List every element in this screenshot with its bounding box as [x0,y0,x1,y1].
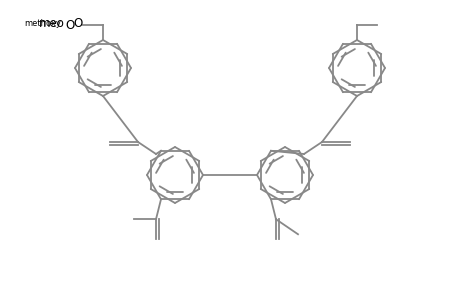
Text: meo: meo [39,16,65,29]
Text: methoxy: methoxy [24,19,61,28]
Text: O: O [66,19,75,32]
Text: O: O [73,16,83,29]
